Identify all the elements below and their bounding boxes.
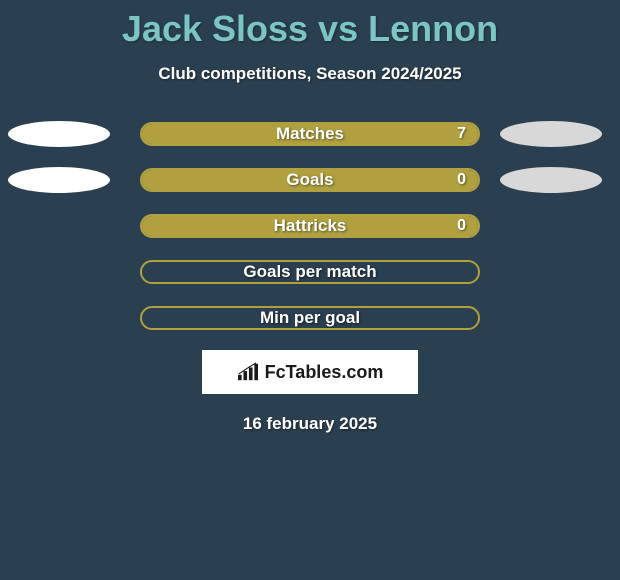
stat-row: Goals per match [0,260,620,284]
stat-row: Min per goal [0,306,620,330]
bar-chart-icon [237,362,259,382]
stat-row: Hattricks0 [0,214,620,238]
right-ellipse [500,167,602,193]
stat-bar: Goals0 [140,168,480,192]
stat-label: Hattricks [142,216,478,236]
stat-bar: Hattricks0 [140,214,480,238]
stat-value: 0 [457,170,466,190]
left-ellipse [8,167,110,193]
subtitle: Club competitions, Season 2024/2025 [0,64,620,84]
stat-bar: Goals per match [140,260,480,284]
stat-label: Min per goal [142,308,478,328]
logo-box: FcTables.com [202,350,418,394]
stat-rows: Matches7Goals0Hattricks0Goals per matchM… [0,122,620,330]
stat-label: Matches [142,124,478,144]
stat-bar: Matches7 [140,122,480,146]
stat-value: 7 [457,124,466,144]
stat-label: Goals [142,170,478,190]
page-title: Jack Sloss vs Lennon [0,0,620,50]
stat-value: 0 [457,216,466,236]
date-text: 16 february 2025 [0,414,620,434]
stat-row: Goals0 [0,168,620,192]
logo-text: FcTables.com [265,362,384,383]
left-ellipse [8,121,110,147]
stat-label: Goals per match [142,262,478,282]
right-ellipse [500,121,602,147]
stat-row: Matches7 [0,122,620,146]
stat-bar: Min per goal [140,306,480,330]
